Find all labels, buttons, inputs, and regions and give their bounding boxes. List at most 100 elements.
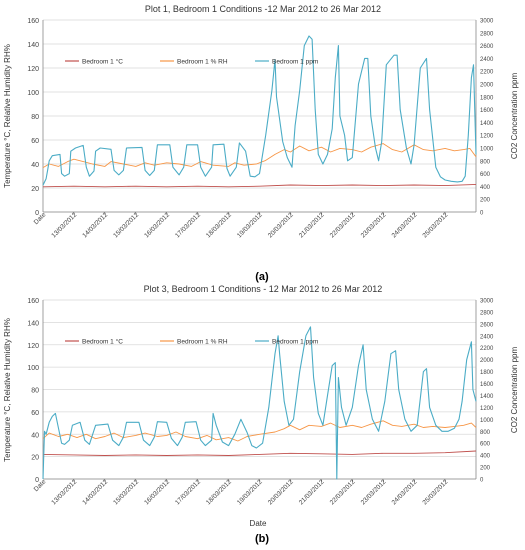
y-right-tick-label: 3000 xyxy=(480,19,494,25)
x-tick-label: 16/03/2012 xyxy=(143,478,171,506)
x-tick-label: 14/03/2012 xyxy=(81,211,109,239)
x-tick-label: 15/03/2012 xyxy=(112,478,140,506)
right-axis-label: CO2 Concentration ppm xyxy=(510,347,519,434)
x-tick-label: 23/03/2012 xyxy=(360,211,388,239)
x-tick-label: 13/03/2012 xyxy=(50,211,78,239)
y-right-tick-label: 1600 xyxy=(480,108,494,114)
x-tick-label: 18/03/2012 xyxy=(205,478,233,506)
x-tick-label: 25/03/2012 xyxy=(422,478,450,506)
y-left-tick-label: 140 xyxy=(27,320,39,327)
x-tick-label: 16/03/2012 xyxy=(143,211,171,239)
y-right-tick-label: 800 xyxy=(480,430,491,436)
y-left-tick-label: 120 xyxy=(27,66,39,73)
y-right-tick-label: 1200 xyxy=(480,406,494,412)
y-right-tick-label: 1200 xyxy=(480,134,494,140)
y-right-tick-label: 2200 xyxy=(480,70,494,76)
y-left-tick-label: 100 xyxy=(27,90,39,97)
y-right-tick-label: 1000 xyxy=(480,418,494,424)
x-tick-label: 20/03/2012 xyxy=(267,211,295,239)
y-right-tick-label: 200 xyxy=(480,466,491,472)
series-line xyxy=(42,450,477,456)
x-tick-label: 15/03/2012 xyxy=(112,211,140,239)
x-tick-label: 25/03/2012 xyxy=(422,211,450,239)
y-right-tick-label: 200 xyxy=(480,198,491,204)
legend-label: Bedroom 1 % RH xyxy=(177,339,228,346)
y-right-tick-label: 1800 xyxy=(480,95,494,101)
x-tick-label: 24/03/2012 xyxy=(391,478,419,506)
right-axis-label: CO2 Concentration ppm xyxy=(510,73,519,160)
y-left-tick-label: 0 xyxy=(35,477,39,484)
legend-label: Bedroom 1 ppm xyxy=(272,339,318,346)
x-tick-label: 23/03/2012 xyxy=(360,478,388,506)
x-tick-label: 19/03/2012 xyxy=(236,211,264,239)
y-right-tick-label: 1800 xyxy=(480,370,494,376)
y-right-tick-label: 2200 xyxy=(480,346,494,352)
y-right-tick-label: 400 xyxy=(480,185,491,191)
y-right-tick-label: 2400 xyxy=(480,334,494,340)
y-left-tick-label: 80 xyxy=(31,114,39,121)
y-left-tick-label: 40 xyxy=(31,432,39,439)
x-tick-label: 22/03/2012 xyxy=(329,211,357,239)
y-right-tick-label: 2600 xyxy=(480,322,494,328)
y-left-tick-label: 0 xyxy=(35,210,39,217)
y-right-tick-label: 1600 xyxy=(480,382,494,388)
y-left-tick-label: 60 xyxy=(31,138,39,145)
y-right-tick-label: 400 xyxy=(480,454,491,460)
series-line xyxy=(42,326,477,480)
series-line xyxy=(42,35,477,186)
y-right-tick-label: 2800 xyxy=(480,31,494,37)
y-right-tick-label: 1400 xyxy=(480,121,494,127)
y-right-tick-label: 2400 xyxy=(480,57,494,63)
x-tick-label: 24/03/2012 xyxy=(391,211,419,239)
y-left-tick-label: 40 xyxy=(31,162,39,169)
x-tick-label: 17/03/2012 xyxy=(174,478,202,506)
panel-label: (a) xyxy=(255,271,269,283)
y-right-tick-label: 0 xyxy=(480,478,484,484)
legend-label: Bedroom 1 ppm xyxy=(272,59,318,66)
y-left-tick-label: 160 xyxy=(27,298,39,305)
legend-label: Bedroom 1 % RH xyxy=(177,59,228,66)
y-left-tick-label: 20 xyxy=(31,455,39,462)
left-axis-label: Temperature °C, Relative Humidity RH% xyxy=(3,44,12,188)
chart-panel-a: Plot 1, Bedroom 1 Conditions -12 Mar 201… xyxy=(3,4,519,283)
x-tick-label: 14/03/2012 xyxy=(81,478,109,506)
chart-title: Plot 1, Bedroom 1 Conditions -12 Mar 201… xyxy=(145,4,381,14)
y-right-tick-label: 0 xyxy=(480,211,484,217)
y-left-tick-label: 20 xyxy=(31,186,39,193)
y-right-tick-label: 2000 xyxy=(480,83,494,89)
y-right-tick-label: 600 xyxy=(480,442,491,448)
x-axis-label: Date xyxy=(250,519,267,528)
y-right-tick-label: 800 xyxy=(480,159,491,165)
y-right-tick-label: 1400 xyxy=(480,394,494,400)
panel-label: (b) xyxy=(255,533,269,545)
x-tick-label: 19/03/2012 xyxy=(236,478,264,506)
x-tick-label: 22/03/2012 xyxy=(329,478,357,506)
left-axis-label: Temperature °C, Relative Humidity RH% xyxy=(3,318,12,462)
series-line xyxy=(42,183,477,188)
x-tick-label: 17/03/2012 xyxy=(174,211,202,239)
y-right-tick-label: 3000 xyxy=(480,299,494,305)
y-right-tick-label: 600 xyxy=(480,172,491,178)
y-right-tick-label: 2800 xyxy=(480,310,494,316)
chart-title: Plot 3, Bedroom 1 Conditions - 12 Mar 20… xyxy=(144,284,383,294)
y-left-tick-label: 100 xyxy=(27,365,39,372)
y-right-tick-label: 1000 xyxy=(480,147,494,153)
y-left-tick-label: 120 xyxy=(27,343,39,350)
x-tick-label: 20/03/2012 xyxy=(267,478,295,506)
y-left-tick-label: 60 xyxy=(31,410,39,417)
x-tick-label: 18/03/2012 xyxy=(205,211,233,239)
series-line xyxy=(42,143,477,168)
x-tick-label: 21/03/2012 xyxy=(298,211,326,239)
y-right-tick-label: 2600 xyxy=(480,44,494,50)
x-tick-label: 21/03/2012 xyxy=(298,478,326,506)
y-left-tick-label: 160 xyxy=(27,18,39,25)
y-left-tick-label: 140 xyxy=(27,42,39,49)
legend-label: Bedroom 1 °C xyxy=(82,338,123,346)
series-line xyxy=(42,420,477,442)
y-left-tick-label: 80 xyxy=(31,388,39,395)
legend-label: Bedroom 1 °C xyxy=(82,58,123,66)
chart-panel-b: Plot 3, Bedroom 1 Conditions - 12 Mar 20… xyxy=(3,284,519,545)
x-tick-label: 13/03/2012 xyxy=(50,478,78,506)
y-right-tick-label: 2000 xyxy=(480,358,494,364)
